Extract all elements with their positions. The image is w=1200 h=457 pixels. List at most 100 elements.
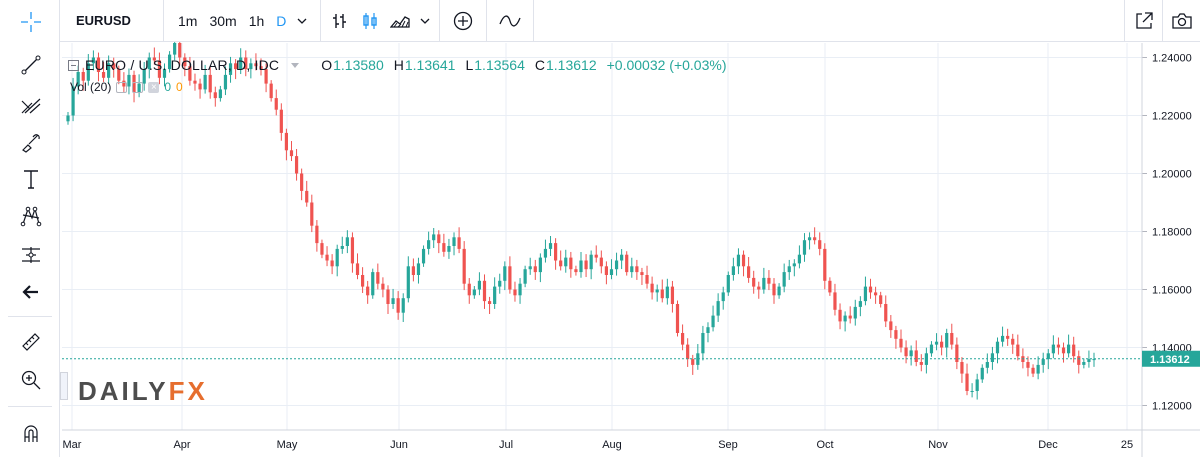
compare-group (487, 0, 535, 42)
candle-body (208, 74, 212, 93)
candle-body (249, 63, 253, 70)
candle-body (741, 254, 746, 267)
candle-body (736, 254, 741, 267)
interval-d[interactable]: D (276, 12, 287, 29)
candle-body (767, 277, 771, 284)
candle-body (234, 63, 238, 70)
candle-body (259, 66, 263, 70)
candle-body (985, 362, 989, 368)
add-indicator-icon[interactable] (448, 6, 478, 36)
legend-collapse-icon[interactable] (68, 59, 79, 71)
pattern-icon[interactable] (15, 200, 47, 232)
interval-30m[interactable]: 30m (209, 12, 237, 29)
candle-body (457, 237, 461, 249)
candle-body (604, 266, 608, 275)
candle-body (848, 315, 852, 319)
symbol-name: EURUSD (76, 13, 131, 28)
area-chart-icon[interactable] (385, 6, 415, 36)
text-icon[interactable] (15, 163, 47, 195)
candle-body (995, 341, 1000, 354)
candle-body (91, 57, 95, 64)
fullscreen-icon[interactable] (1124, 0, 1162, 42)
magnet-icon[interactable] (15, 417, 47, 449)
candle-body (244, 57, 248, 70)
symbol-search[interactable]: EURUSD (60, 0, 164, 42)
candle-body (1051, 344, 1055, 354)
candle-body (452, 237, 456, 246)
volume-label: Vol (20) (70, 80, 112, 94)
candle-body (630, 266, 634, 273)
candle-body (909, 350, 913, 357)
top-toolbar: EURUSD 1m 30m 1h D (60, 0, 1200, 42)
candle-body (315, 225, 319, 244)
candle-body (1041, 359, 1045, 365)
legend-open-value: 1.13580 (333, 57, 384, 73)
candle-body (1000, 335, 1005, 342)
side-panel-toggle[interactable] (60, 372, 68, 400)
candle-body (239, 57, 243, 70)
pitchfork-icon[interactable] (15, 88, 47, 120)
candle-body (828, 280, 832, 293)
y-tick-label: 1.12000 (1152, 401, 1192, 413)
candle-body (645, 275, 649, 284)
candle-body (904, 347, 908, 357)
candlestick-icon[interactable] (355, 6, 385, 36)
x-tick-label: Jul (499, 439, 513, 451)
candle-body (731, 266, 735, 275)
candle-body (772, 283, 776, 296)
candle-body (1016, 344, 1020, 357)
candle-body (107, 63, 111, 78)
crosshair-icon[interactable] (15, 6, 47, 38)
legend-close-label: C (534, 57, 545, 73)
candle-body (152, 57, 156, 61)
last-price-label-bg (1142, 350, 1200, 367)
candle-body (955, 344, 959, 362)
x-tick-label: Mar (63, 439, 82, 451)
candle-body (376, 272, 380, 284)
candle-body (284, 132, 289, 151)
brush-icon[interactable] (15, 126, 47, 158)
candle-body (802, 240, 807, 255)
settings-icon[interactable] (132, 81, 144, 93)
camera-icon[interactable] (1162, 0, 1200, 42)
legend-low-value: 1.13564 (474, 57, 525, 73)
candle-body (193, 80, 197, 84)
chart-type-group (321, 0, 441, 42)
candle-body (127, 74, 131, 87)
compare-icon[interactable] (495, 6, 525, 36)
candle-body (528, 266, 532, 270)
legend-chevron-icon[interactable] (291, 62, 300, 68)
candle-body (574, 269, 578, 273)
zoom-in-icon[interactable] (15, 364, 47, 396)
candle-body (940, 341, 944, 348)
legend-high-value: 1.13641 (404, 57, 456, 73)
candle-body (609, 269, 614, 275)
candle-body (386, 289, 390, 304)
trend-line-icon[interactable] (15, 49, 47, 81)
candle-body (173, 43, 177, 55)
candle-body (86, 63, 90, 81)
candle-body (970, 391, 974, 392)
last-price-label: 1.13612 (1150, 354, 1190, 366)
interval-1h[interactable]: 1h (248, 12, 265, 29)
legend-open-label: O (321, 57, 333, 73)
chart-type-chevron-down-icon[interactable] (415, 6, 435, 36)
interval-chevron-down-icon[interactable] (292, 6, 312, 36)
candle-body (1087, 359, 1091, 362)
interval-1m[interactable]: 1m (178, 12, 198, 29)
legend-low-label: L (465, 57, 474, 73)
back-arrow-icon[interactable] (15, 276, 47, 308)
candle-body (554, 243, 558, 261)
candle-body (879, 295, 883, 304)
y-tick-label: 1.24000 (1152, 53, 1192, 65)
logo-text-fx: FX (168, 376, 208, 406)
candle-body (533, 266, 537, 273)
candle-body (437, 234, 441, 244)
bar-chart-icon[interactable] (325, 6, 355, 36)
remove-icon[interactable]: × (148, 81, 160, 93)
ruler-icon[interactable] (15, 326, 47, 358)
measure-icon[interactable] (15, 239, 47, 271)
eye-icon[interactable] (116, 81, 128, 93)
